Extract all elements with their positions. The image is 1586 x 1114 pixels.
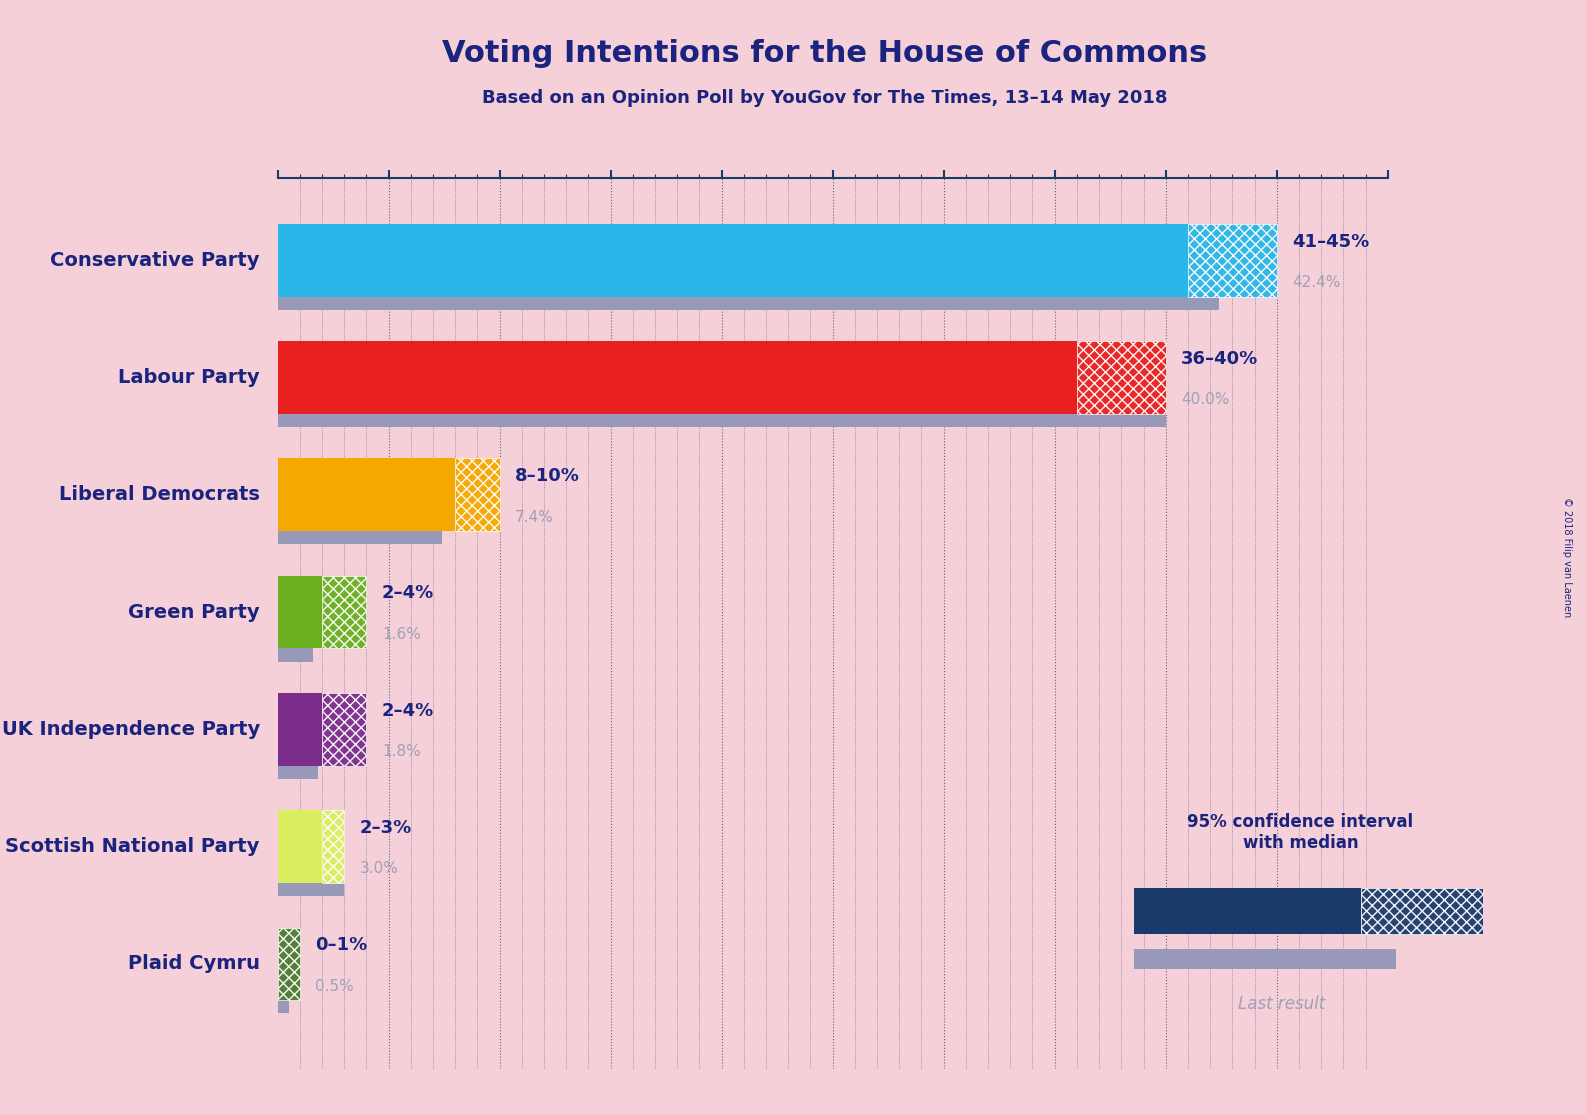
- Bar: [1134, 888, 1361, 934]
- Bar: [278, 647, 312, 662]
- Bar: [1134, 949, 1396, 969]
- Bar: [322, 693, 366, 765]
- Text: 41–45%: 41–45%: [1293, 233, 1370, 251]
- Text: Plaid Cymru: Plaid Cymru: [128, 955, 260, 974]
- Bar: [278, 224, 1188, 296]
- Bar: [278, 459, 455, 531]
- Bar: [278, 341, 1077, 414]
- Text: 0.5%: 0.5%: [316, 979, 354, 994]
- Text: 1.8%: 1.8%: [382, 744, 420, 759]
- Bar: [322, 810, 344, 883]
- Text: 1.6%: 1.6%: [382, 627, 420, 642]
- Text: Last result: Last result: [1237, 995, 1326, 1013]
- Bar: [278, 810, 322, 883]
- Bar: [1361, 888, 1483, 934]
- Text: Conservative Party: Conservative Party: [51, 251, 260, 270]
- Bar: [278, 693, 322, 765]
- Text: 36–40%: 36–40%: [1182, 350, 1259, 368]
- Bar: [322, 576, 366, 648]
- Text: 2–3%: 2–3%: [360, 819, 412, 837]
- Text: 2–4%: 2–4%: [382, 702, 435, 720]
- Text: 42.4%: 42.4%: [1293, 275, 1340, 290]
- Bar: [278, 764, 317, 779]
- Text: Based on an Opinion Poll by YouGov for The Times, 13–14 May 2018: Based on an Opinion Poll by YouGov for T…: [482, 89, 1167, 107]
- Bar: [278, 295, 1220, 310]
- Text: Voting Intentions for the House of Commons: Voting Intentions for the House of Commo…: [442, 39, 1207, 68]
- Bar: [278, 928, 300, 1000]
- Bar: [278, 881, 344, 896]
- Bar: [278, 412, 1166, 427]
- Bar: [278, 530, 442, 545]
- Bar: [278, 999, 289, 1014]
- Text: Green Party: Green Party: [128, 603, 260, 622]
- Text: © 2018 Filip van Laenen: © 2018 Filip van Laenen: [1562, 497, 1572, 617]
- Text: 95% confidence interval
with median: 95% confidence interval with median: [1188, 813, 1413, 852]
- Bar: [1188, 224, 1277, 296]
- Text: 8–10%: 8–10%: [515, 467, 580, 485]
- Text: 0–1%: 0–1%: [316, 936, 368, 955]
- Text: Labour Party: Labour Party: [119, 368, 260, 387]
- Text: 3.0%: 3.0%: [360, 861, 398, 877]
- Text: 40.0%: 40.0%: [1182, 392, 1229, 408]
- Text: Scottish National Party: Scottish National Party: [5, 837, 260, 857]
- Bar: [455, 459, 500, 531]
- Bar: [278, 576, 322, 648]
- Text: UK Independence Party: UK Independence Party: [2, 720, 260, 739]
- Text: Liberal Democrats: Liberal Democrats: [59, 486, 260, 505]
- Bar: [1077, 341, 1166, 414]
- Text: 7.4%: 7.4%: [515, 509, 554, 525]
- Text: 2–4%: 2–4%: [382, 585, 435, 603]
